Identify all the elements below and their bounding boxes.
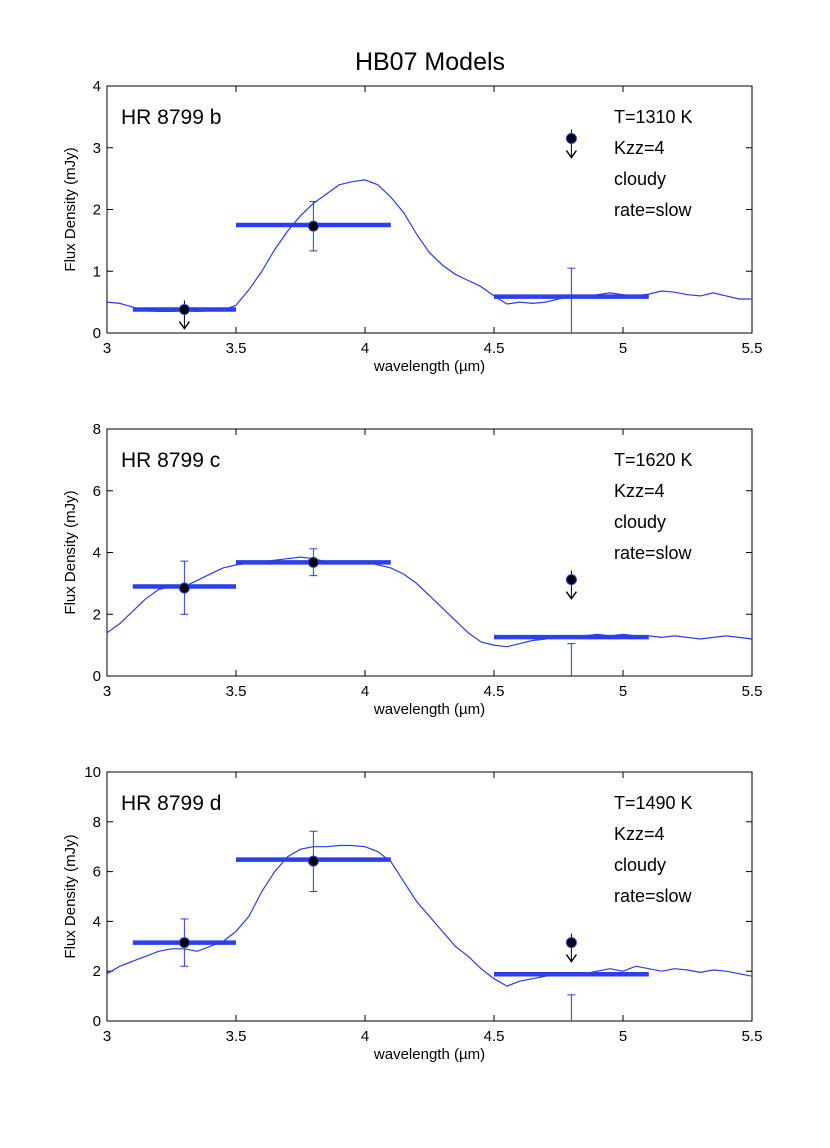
- y-tick-label: 4: [93, 545, 101, 562]
- y-tick-label: 8: [93, 421, 101, 438]
- x-tick-label: 4: [361, 1028, 369, 1045]
- chart-panel-3: 3 3.5 4 4.5 5 5.5 0 2 4 6 8 10 wavelength (µm) Flux D…: [62, 764, 762, 1063]
- model-param: rate=slow: [614, 543, 693, 563]
- measurement-point: [565, 132, 577, 144]
- x-tick-label: 5: [619, 1028, 627, 1045]
- measurement-point: [565, 937, 577, 949]
- y-tick-label: 1: [93, 263, 101, 280]
- model-param: Kzz=4: [614, 824, 665, 844]
- model-param: T=1310 K: [614, 107, 693, 127]
- y-tick-label: 0: [93, 325, 101, 342]
- x-tick-label: 3: [103, 683, 111, 700]
- figure-title: HB07 Models: [355, 48, 505, 76]
- plot-frame: [106, 771, 753, 1022]
- y-tick-label: 4: [93, 913, 101, 930]
- x-tick-label: 4.5: [484, 340, 505, 357]
- x-tick-label: 3: [103, 340, 111, 357]
- upper-limit-arrow: [178, 321, 190, 330]
- y-axis-label: Flux Density (mJy): [62, 834, 79, 958]
- x-tick-label: 4: [361, 340, 369, 357]
- x-tick-label: 5: [619, 340, 627, 357]
- model-param: T=1620 K: [614, 450, 693, 470]
- y-tick-label: 0: [93, 1013, 101, 1030]
- model-param: cloudy: [614, 855, 666, 875]
- measurement-point: [565, 574, 577, 586]
- panel-label: HR 8799 d: [121, 792, 221, 815]
- y-tick-label: 10: [84, 764, 101, 781]
- x-tick-label: 3: [103, 1028, 111, 1045]
- measurement-point: [178, 582, 190, 594]
- model-param: cloudy: [614, 169, 666, 189]
- model-param: cloudy: [614, 512, 666, 532]
- y-tick-label: 3: [93, 140, 101, 157]
- x-tick-label: 3.5: [226, 340, 247, 357]
- panel-label: HR 8799 c: [121, 449, 220, 472]
- upper-limit-arrow: [565, 591, 577, 600]
- x-tick-label: 3.5: [226, 683, 247, 700]
- panel-label: HR 8799 b: [121, 106, 221, 129]
- x-tick-label: 5.5: [742, 683, 763, 700]
- measurement-point: [178, 937, 190, 949]
- y-tick-label: 0: [93, 668, 101, 685]
- upper-limit-arrow: [565, 954, 577, 963]
- x-tick-label: 3.5: [226, 1028, 247, 1045]
- x-axis-label: wavelength (µm): [373, 1046, 485, 1063]
- model-param: rate=slow: [614, 886, 693, 906]
- x-tick-label: 5.5: [742, 340, 763, 357]
- measurement-point: [178, 304, 190, 316]
- y-tick-label: 8: [93, 814, 101, 831]
- model-param: Kzz=4: [614, 481, 665, 501]
- y-tick-label: 6: [93, 483, 101, 500]
- y-tick-label: 6: [93, 864, 101, 881]
- model-param: rate=slow: [614, 200, 693, 220]
- x-tick-label: 4.5: [484, 1028, 505, 1045]
- measurement-point: [307, 220, 319, 232]
- chart-panel-2: 3 3.5 4 4.5 5 5.5 0 2 4 6 8 wavelength (µm) Flux Den…: [62, 421, 762, 718]
- y-axis-label: Flux Density (mJy): [62, 490, 79, 614]
- model-spectrum-line: [106, 556, 753, 648]
- y-tick-label: 2: [93, 202, 101, 219]
- x-axis-label: wavelength (µm): [373, 701, 485, 718]
- y-tick-label: 4: [93, 78, 101, 95]
- measurement-point: [307, 855, 319, 867]
- upper-limit-arrow: [565, 150, 577, 159]
- model-param: Kzz=4: [614, 138, 665, 158]
- y-axis-label: Flux Density (mJy): [62, 147, 79, 271]
- x-tick-label: 4: [361, 683, 369, 700]
- x-tick-label: 5.5: [742, 1028, 763, 1045]
- x-tick-label: 5: [619, 683, 627, 700]
- model-param: T=1490 K: [614, 793, 693, 813]
- measurement-point: [307, 556, 319, 568]
- x-axis-label: wavelength (µm): [373, 358, 485, 375]
- y-tick-label: 2: [93, 963, 101, 980]
- x-tick-label: 4.5: [484, 683, 505, 700]
- y-tick-label: 2: [93, 606, 101, 623]
